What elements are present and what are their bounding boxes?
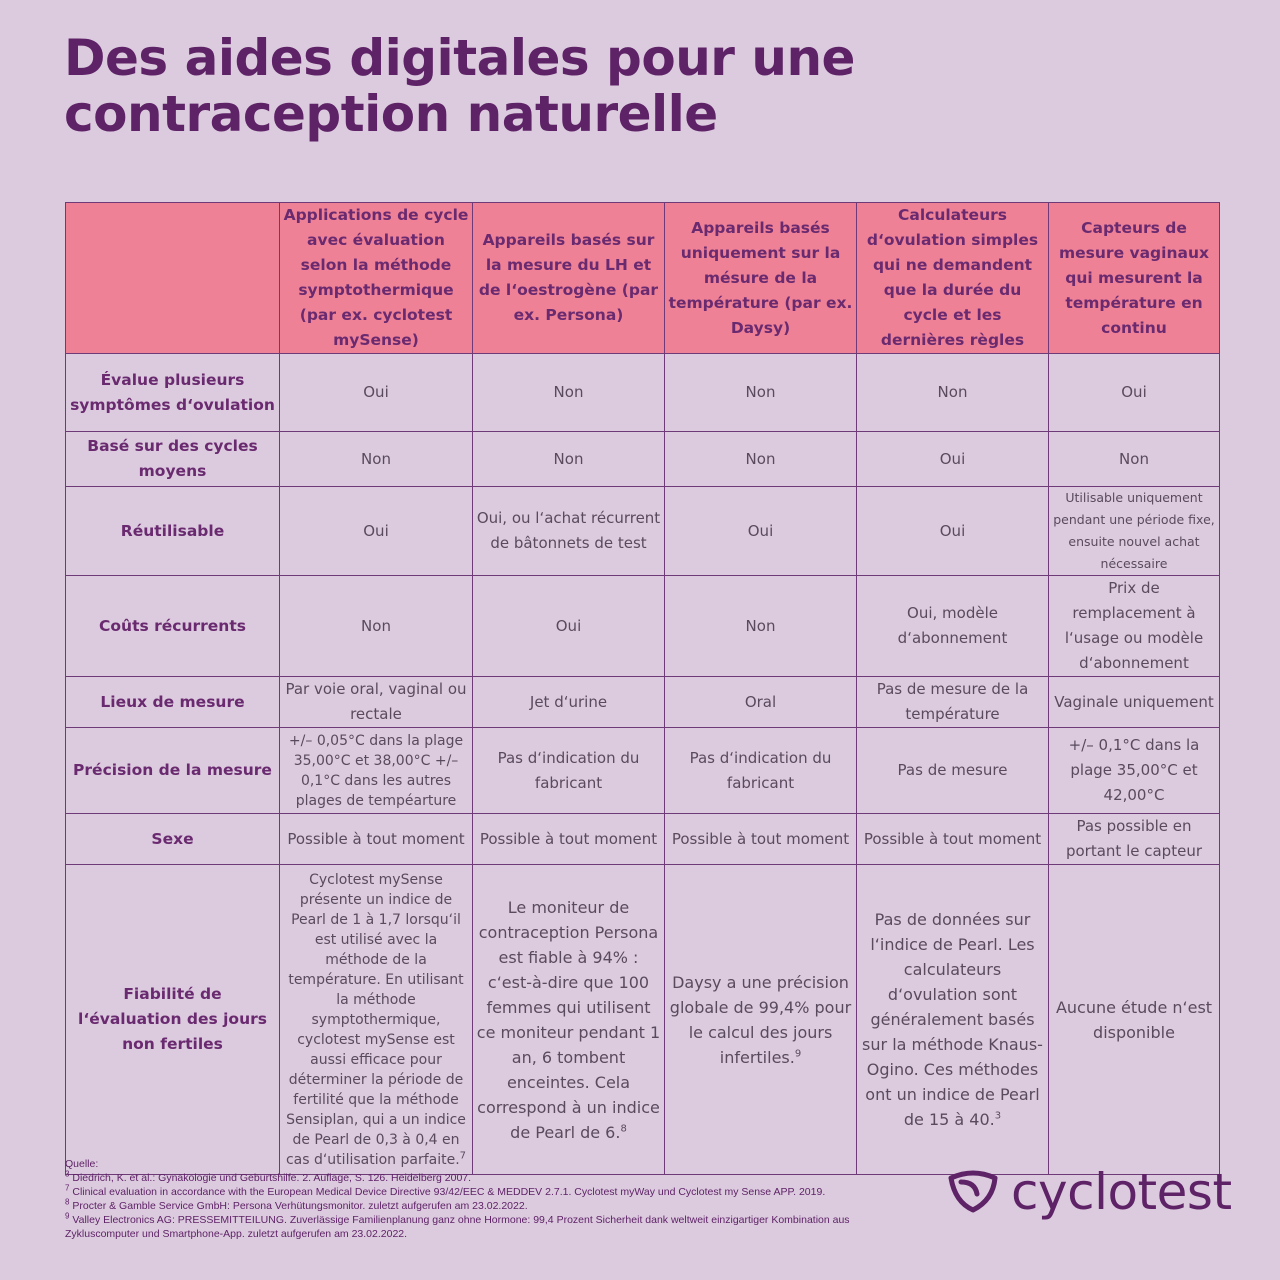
table-cell: Possible à tout moment bbox=[856, 813, 1049, 865]
page-title-line-2: contraception naturelle bbox=[64, 85, 718, 143]
table-cell: Utilisable uniquement pendant une périod… bbox=[1048, 486, 1220, 576]
page-title-line-1: Des aides digitales pour une bbox=[64, 29, 855, 87]
table-cell: Le moniteur de contraception Persona est… bbox=[472, 864, 665, 1175]
row-label: Lieux de mesure bbox=[65, 676, 280, 728]
cell-text: Le moniteur de contraception Persona est… bbox=[476, 897, 661, 1142]
table-cell: Pas de mesure bbox=[856, 727, 1049, 814]
table-cell: Non bbox=[472, 353, 665, 432]
source-item: 8 Procter & Gamble Service GmbH: Persona… bbox=[65, 1197, 925, 1213]
table-cell: Pas de données sur l‘indice de Pearl. Le… bbox=[856, 864, 1049, 1175]
cell-text: Daysy a une précision globale de 99,4% p… bbox=[669, 972, 852, 1067]
cell-text: Pas de données sur l‘indice de Pearl. Le… bbox=[862, 910, 1043, 1129]
sources-footnote: Quelle: 3 Diedrich, K. et al.: Gynäkolog… bbox=[65, 1157, 925, 1241]
source-number: 3 bbox=[65, 1169, 70, 1179]
row-label: Évalue plusieurs symptômes d‘ovulation bbox=[65, 353, 280, 432]
cyclotest-logo: cyclotest bbox=[945, 1160, 1232, 1224]
table-cell: Oui bbox=[856, 431, 1049, 487]
sources-heading: Quelle: bbox=[65, 1158, 99, 1170]
column-header: Calculateurs d‘ovulation simples qui ne … bbox=[856, 202, 1049, 354]
row-label: Sexe bbox=[65, 813, 280, 865]
header-corner-cell bbox=[65, 202, 280, 354]
column-header: Capteurs de mesure vaginaux qui mesurent… bbox=[1048, 202, 1220, 354]
table-cell: Daysy a une précision globale de 99,4% p… bbox=[664, 864, 857, 1175]
table-cell: +/– 0,05°C dans la plage 35,00°C et 38,0… bbox=[279, 727, 473, 814]
table-cell: Pas d‘indication du fabricant bbox=[472, 727, 665, 814]
source-text: Diedrich, K. et al.: Gynäkologie und Geb… bbox=[72, 1172, 472, 1184]
table-cell: Aucune étude n‘est disponible bbox=[1048, 864, 1220, 1175]
table-cell: Non bbox=[664, 353, 857, 432]
table-row: Sexe Possible à tout moment Possible à t… bbox=[65, 813, 1220, 865]
row-label: Précision de la mesure bbox=[65, 727, 280, 814]
table-row: Coûts récurrents Non Oui Non Oui, modèle… bbox=[65, 575, 1220, 677]
row-label: Fiabilité de l‘évaluation des jours non … bbox=[65, 864, 280, 1175]
table-cell: Oui, modèle d‘abonnement bbox=[856, 575, 1049, 677]
column-header: Appareils basés sur la mesure du LH et d… bbox=[472, 202, 665, 354]
table-cell: Vaginale uniquement bbox=[1048, 676, 1220, 728]
table-row: Précision de la mesure +/– 0,05°C dans l… bbox=[65, 727, 1220, 814]
table-cell: Non bbox=[279, 431, 473, 487]
table-cell: Non bbox=[664, 431, 857, 487]
table-cell: Oui bbox=[1048, 353, 1220, 432]
cyclotest-logo-icon bbox=[948, 1170, 998, 1213]
row-label: Coûts récurrents bbox=[65, 575, 280, 677]
logo-wordmark: cyclotest bbox=[1011, 1163, 1232, 1221]
table-cell: Pas de mesure de la température bbox=[856, 676, 1049, 728]
source-text: Valley Electronics AG: PRESSEMITTEILUNG.… bbox=[65, 1214, 850, 1240]
source-item: 3 Diedrich, K. et al.: Gynäkologie und G… bbox=[65, 1169, 925, 1185]
table-cell: +/– 0,1°C dans la plage 35,00°C et 42,00… bbox=[1048, 727, 1220, 814]
table-cell: Oral bbox=[664, 676, 857, 728]
table-header-row: Applications de cycle avec évaluation se… bbox=[65, 202, 1220, 354]
table-cell: Non bbox=[1048, 431, 1220, 487]
column-header: Applications de cycle avec évaluation se… bbox=[279, 202, 473, 354]
source-number: 7 bbox=[65, 1183, 70, 1193]
footnote-ref: 8 bbox=[620, 1123, 627, 1135]
table-cell: Non bbox=[279, 575, 473, 677]
table-cell: Non bbox=[472, 431, 665, 487]
footnote-ref: 3 bbox=[994, 1110, 1002, 1122]
table-cell: Pas d‘indication du fabricant bbox=[664, 727, 857, 814]
cell-text: Cyclotest mySense présente un indice de … bbox=[285, 871, 466, 1168]
source-text: Clinical evaluation in accordance with t… bbox=[72, 1186, 826, 1198]
footnote-ref: 9 bbox=[794, 1048, 802, 1060]
source-item: 9 Valley Electronics AG: PRESSEMITTEILUN… bbox=[65, 1211, 925, 1241]
table-row: Réutilisable Oui Oui, ou l‘achat récurre… bbox=[65, 486, 1220, 576]
table-cell: Non bbox=[856, 353, 1049, 432]
row-label: Basé sur des cycles moyens bbox=[65, 431, 280, 487]
source-item: 7 Clinical evaluation in accordance with… bbox=[65, 1183, 925, 1199]
table-cell: Jet d‘urine bbox=[472, 676, 665, 728]
row-label: Réutilisable bbox=[65, 486, 280, 576]
table-row: Évalue plusieurs symptômes d‘ovulation O… bbox=[65, 353, 1220, 432]
table-cell: Pas possible en portant le capteur bbox=[1048, 813, 1220, 865]
table-cell: Prix de remplacement à l‘usage ou modèle… bbox=[1048, 575, 1220, 677]
page-title: Des aides digitales pour une contracepti… bbox=[64, 30, 1164, 142]
table-row: Lieux de mesure Par voie oral, vaginal o… bbox=[65, 676, 1220, 728]
table-cell: Non bbox=[664, 575, 857, 677]
source-text: Procter & Gamble Service GmbH: Persona V… bbox=[72, 1200, 528, 1212]
table-cell: Oui bbox=[472, 575, 665, 677]
footnote-ref: 7 bbox=[459, 1149, 467, 1161]
source-number: 9 bbox=[65, 1211, 70, 1221]
comparison-table: Applications de cycle avec évaluation se… bbox=[65, 202, 1220, 1175]
table-cell: Possible à tout moment bbox=[279, 813, 473, 865]
table-cell: Oui bbox=[664, 486, 857, 576]
source-number: 8 bbox=[65, 1197, 70, 1207]
column-header: Appareils basés uniquement sur la mésure… bbox=[664, 202, 857, 354]
table-cell: Cyclotest mySense présente un indice de … bbox=[279, 864, 473, 1175]
table-cell: Oui, ou l‘achat récurrent de bâtonnets d… bbox=[472, 486, 665, 576]
table-row: Basé sur des cycles moyens Non Non Non O… bbox=[65, 431, 1220, 487]
table-cell: Oui bbox=[279, 486, 473, 576]
table-row: Fiabilité de l‘évaluation des jours non … bbox=[65, 864, 1220, 1175]
table-cell: Possible à tout moment bbox=[664, 813, 857, 865]
cell-text: Aucune étude n‘est disponible bbox=[1055, 997, 1213, 1042]
table-cell: Par voie oral, vaginal ou rectale bbox=[279, 676, 473, 728]
table-cell: Oui bbox=[856, 486, 1049, 576]
table-cell: Oui bbox=[279, 353, 473, 432]
table-cell: Possible à tout moment bbox=[472, 813, 665, 865]
